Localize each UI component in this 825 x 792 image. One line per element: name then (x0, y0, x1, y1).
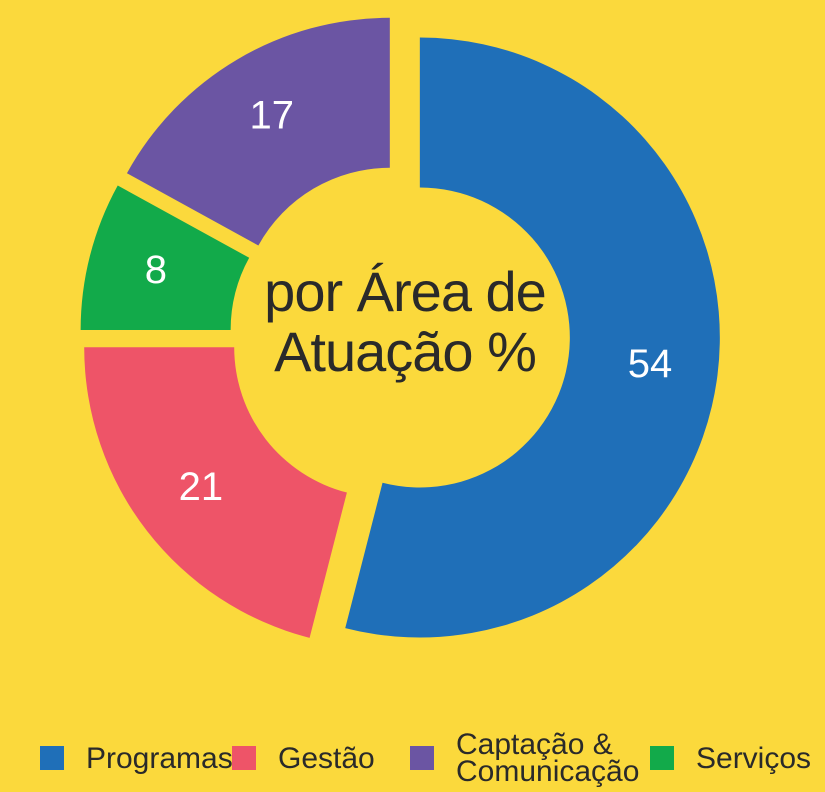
value-label: 8 (145, 248, 167, 292)
legend-swatch (410, 746, 434, 770)
value-label: 21 (179, 465, 224, 509)
donut-slice (84, 347, 347, 638)
legend-swatch (650, 746, 674, 770)
legend-item: Serviços (650, 730, 811, 786)
legend-label: Captação & Comunicação (456, 728, 640, 788)
donut-slice (345, 37, 720, 638)
legend-swatch (40, 746, 64, 770)
legend-swatch (232, 746, 256, 770)
donut-slice (80, 185, 250, 331)
legend-label: Serviços (696, 741, 812, 775)
legend-item: Programas (40, 730, 233, 786)
value-label: 17 (249, 94, 294, 138)
value-label: 54 (628, 342, 673, 386)
donut-slice (126, 17, 390, 246)
legend-item: Gestão (232, 730, 375, 786)
chart-title: por Área de Atuação % (264, 260, 547, 383)
legend-label: Gestão (278, 741, 375, 775)
legend-label: Programas (86, 741, 233, 775)
legend-item: Captação & Comunicação (410, 728, 640, 788)
